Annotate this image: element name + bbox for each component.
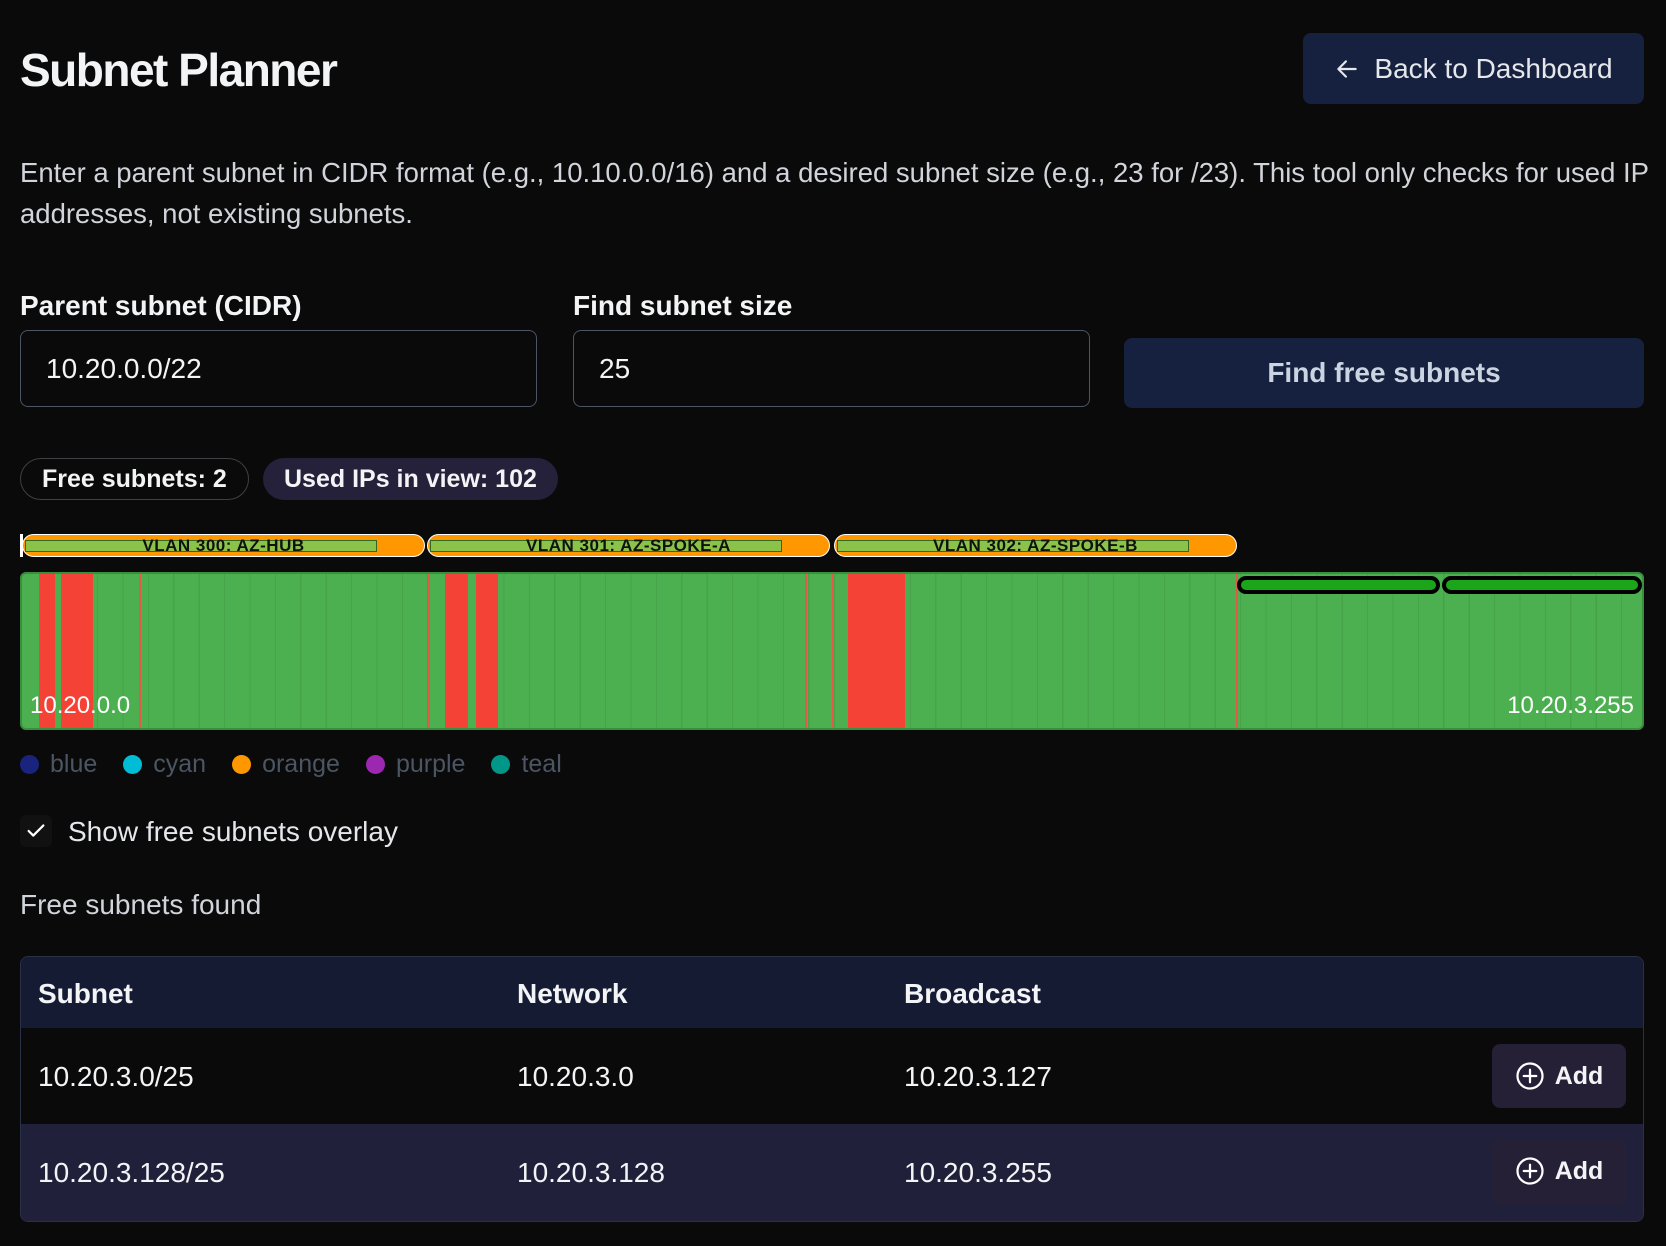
add-button[interactable]: Add xyxy=(1492,1139,1626,1203)
add-button[interactable]: Add xyxy=(1492,1044,1626,1108)
used-ip xyxy=(1236,574,1238,728)
legend-dot xyxy=(365,755,385,774)
column-header: Subnet xyxy=(38,978,133,1009)
overlay-checkbox[interactable] xyxy=(20,815,52,847)
description: Enter a parent subnet in CIDR format (e.… xyxy=(20,157,1649,229)
free-badge: Free subnets: 2 xyxy=(20,458,249,500)
table-row: 10.20.3.128/25 10.20.3.128 10.20.3.255 A… xyxy=(21,1124,1643,1221)
used-ip xyxy=(139,574,141,728)
used-range xyxy=(445,574,468,728)
table-row: 10.20.3.0/25 10.20.3.0 10.20.3.127 Add xyxy=(21,1028,1643,1125)
map-end: 10.20.3.255 xyxy=(1507,692,1634,719)
legend-label: cyan xyxy=(153,750,207,778)
back-button[interactable]: Back to Dashboard xyxy=(1303,33,1644,104)
map-start: 10.20.0.0 xyxy=(30,692,131,719)
vlan-label: VLAN 301: AZ-SPOKE-A xyxy=(526,536,731,555)
column-header: Broadcast xyxy=(904,978,1041,1009)
legend-label: purple xyxy=(395,750,466,778)
size-input[interactable]: 25 xyxy=(573,330,1090,407)
legend-label: teal xyxy=(521,750,562,778)
legend-item: teal xyxy=(491,750,562,779)
used-range xyxy=(39,574,55,728)
subnet-cell: 10.20.3.0/25 xyxy=(38,1061,194,1092)
free-overlay[interactable] xyxy=(1442,576,1642,594)
vlan-label: VLAN 300: AZ-HUB xyxy=(142,536,305,555)
legend-item: blue xyxy=(20,750,97,779)
address-map: 10.20.0.0 10.20.3.255 xyxy=(20,572,1644,730)
field-label: Parent subnet (CIDR) xyxy=(20,290,302,321)
vlan-label: VLAN 302: AZ-SPOKE-B xyxy=(933,536,1138,555)
legend-item: orange xyxy=(232,750,340,779)
subnet-cell: 10.20.3.128/25 xyxy=(38,1157,225,1188)
legend-item: purple xyxy=(365,750,466,779)
plus-icon xyxy=(1516,1157,1544,1185)
results-table: Subnet Network Broadcast 10.20.3.0/25 10… xyxy=(20,956,1644,1222)
vlan-usage xyxy=(25,540,377,552)
legend-label: blue xyxy=(50,750,98,778)
used-range xyxy=(848,574,905,728)
legend-label: orange xyxy=(262,750,340,778)
vlan-usage xyxy=(430,540,782,552)
broadcast-cell: 10.20.3.127 xyxy=(904,1061,1052,1092)
find-button[interactable]: Find free subnets xyxy=(1124,338,1644,408)
used-range xyxy=(61,574,93,728)
used-badge: Used IPs in view: 102 xyxy=(263,458,558,500)
used-ip xyxy=(832,574,834,728)
add-label: Add xyxy=(1554,1156,1604,1185)
legend-item: cyan xyxy=(123,750,206,779)
field-label: Find subnet size xyxy=(573,290,793,321)
column-header: Network xyxy=(517,978,628,1009)
network-cell: 10.20.3.128 xyxy=(517,1157,665,1188)
vlan-bar[interactable]: VLAN 301: AZ-SPOKE-A xyxy=(427,534,830,557)
used-range xyxy=(476,574,498,728)
legend: blue cyan orange purple teal xyxy=(20,750,562,779)
arrow-icon xyxy=(1337,59,1358,78)
legend-dot xyxy=(491,755,511,774)
back-label: Back to Dashboard xyxy=(1374,52,1613,84)
section-title: Free subnets found xyxy=(20,889,262,920)
used-ip xyxy=(805,574,807,728)
check-icon xyxy=(27,824,45,837)
legend-dot xyxy=(232,755,252,774)
legend-dot xyxy=(123,755,143,774)
legend-dot xyxy=(20,755,39,774)
map-marker xyxy=(20,534,23,557)
broadcast-cell: 10.20.3.255 xyxy=(904,1157,1052,1188)
free-overlay[interactable] xyxy=(1237,576,1440,594)
page-title: Subnet Planner xyxy=(20,44,338,96)
network-cell: 10.20.3.0 xyxy=(517,1061,634,1092)
used-ip xyxy=(428,574,430,728)
table-header: Subnet Network Broadcast xyxy=(21,957,1643,1028)
add-label: Add xyxy=(1554,1061,1604,1090)
overlay-label[interactable]: Show free subnets overlay xyxy=(68,816,398,847)
vlan-bar[interactable]: VLAN 300: AZ-HUB xyxy=(22,534,425,557)
plus-icon xyxy=(1516,1062,1544,1090)
parent-input[interactable]: 10.20.0.0/22 xyxy=(20,330,537,407)
vlan-usage xyxy=(837,540,1189,552)
vlan-bar[interactable]: VLAN 302: AZ-SPOKE-B xyxy=(834,534,1237,557)
